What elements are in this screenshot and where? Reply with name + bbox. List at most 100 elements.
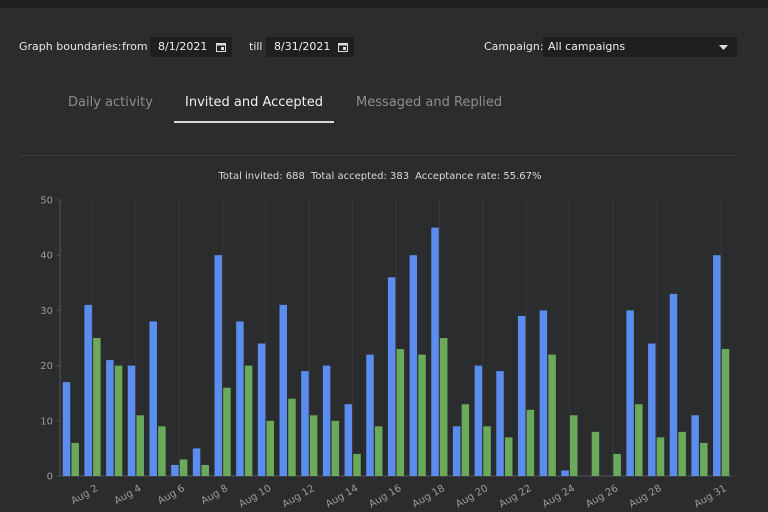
from-date: 8/1/2021 bbox=[158, 40, 208, 53]
bar bbox=[353, 453, 361, 476]
bar bbox=[366, 354, 374, 476]
bar bbox=[539, 310, 548, 476]
summary-item: Total invited: 688 bbox=[218, 171, 305, 182]
till-date-input[interactable]: 8/31/2021 bbox=[266, 37, 354, 57]
bar bbox=[483, 426, 491, 476]
campaign-value: All campaigns bbox=[548, 40, 626, 53]
bar bbox=[613, 453, 621, 476]
till-date: 8/31/2021 bbox=[274, 40, 331, 53]
bar bbox=[409, 255, 418, 476]
from-label: from bbox=[122, 40, 148, 53]
bar bbox=[461, 404, 470, 476]
bar bbox=[635, 404, 643, 476]
from-date-input[interactable]: 8/1/2021 bbox=[150, 37, 232, 57]
bar bbox=[149, 321, 157, 476]
summary-item: Total accepted: 383 bbox=[310, 171, 410, 182]
bar bbox=[648, 343, 656, 476]
bar bbox=[526, 409, 535, 476]
x-tick-label: Aug 18 bbox=[411, 483, 447, 510]
dropdown-arrow bbox=[719, 45, 728, 50]
x-tick-label: Aug 2 bbox=[69, 483, 100, 507]
bar bbox=[192, 448, 201, 476]
bar bbox=[127, 365, 136, 476]
x-tick-label: Aug 14 bbox=[324, 483, 360, 510]
x-tick-label: Aug 10 bbox=[237, 483, 273, 510]
bar bbox=[344, 404, 353, 476]
x-tick-label: Aug 31 bbox=[692, 483, 728, 510]
bar bbox=[656, 437, 665, 476]
bar bbox=[171, 464, 179, 476]
summary: Total invited: 688 Total accepted: 383 Acc… bbox=[0, 171, 760, 182]
y-tick-label: 20 bbox=[40, 361, 53, 372]
bar bbox=[136, 415, 144, 476]
bar bbox=[322, 365, 331, 476]
bar bbox=[309, 415, 318, 476]
bar bbox=[678, 431, 686, 476]
boundaries-label: Graph boundaries: bbox=[19, 40, 122, 53]
bar bbox=[561, 470, 569, 476]
tab[interactable]: Invited and Accepted bbox=[185, 95, 324, 110]
bar bbox=[223, 387, 231, 476]
x-tick-label: Aug 20 bbox=[454, 483, 490, 510]
x-tick-label: Aug 28 bbox=[627, 483, 663, 510]
bar bbox=[721, 349, 730, 476]
x-tick-label: Aug 22 bbox=[497, 483, 533, 510]
bar bbox=[452, 426, 461, 476]
bar bbox=[570, 415, 578, 476]
bar bbox=[93, 338, 101, 476]
active-tab-underline bbox=[174, 121, 335, 123]
bar bbox=[236, 321, 244, 476]
bar bbox=[244, 365, 253, 476]
till-label: till bbox=[249, 40, 263, 53]
x-tick-label: Aug 12 bbox=[281, 483, 317, 510]
bar bbox=[517, 315, 526, 476]
bar bbox=[396, 349, 405, 476]
y-tick-label: 30 bbox=[40, 306, 53, 317]
bar bbox=[548, 354, 556, 476]
y-tick-label: 40 bbox=[40, 251, 53, 262]
bar bbox=[431, 227, 439, 476]
bar bbox=[301, 371, 309, 476]
x-tick-label: Aug 26 bbox=[584, 483, 620, 510]
bar bbox=[201, 464, 210, 476]
y-tick-label: 0 bbox=[47, 472, 53, 483]
x-tick-label: Aug 8 bbox=[199, 483, 230, 507]
divider bbox=[20, 155, 736, 156]
bar bbox=[418, 354, 426, 476]
tab[interactable]: Daily activity bbox=[68, 95, 153, 110]
x-tick-label: Aug 4 bbox=[113, 483, 144, 507]
bar bbox=[279, 304, 288, 476]
bar bbox=[158, 426, 166, 476]
bar bbox=[106, 360, 114, 476]
bar bbox=[62, 382, 71, 476]
campaign-label: Campaign: bbox=[484, 40, 544, 53]
bar bbox=[114, 365, 123, 476]
x-tick-label: Aug 16 bbox=[367, 483, 403, 510]
bar bbox=[71, 442, 79, 476]
bar bbox=[496, 371, 504, 476]
bar bbox=[331, 420, 340, 476]
x-tick-label: Aug 6 bbox=[156, 483, 187, 507]
campaign-select[interactable]: All campaigns bbox=[543, 37, 737, 57]
bar bbox=[387, 277, 396, 476]
bar bbox=[214, 255, 222, 476]
y-tick-label: 50 bbox=[40, 196, 53, 207]
tab[interactable]: Messaged and Replied bbox=[356, 95, 503, 110]
x-tick-label: Aug 24 bbox=[541, 483, 577, 510]
summary-item: Acceptance rate: 55.67% bbox=[415, 171, 542, 182]
bar bbox=[266, 420, 275, 476]
bar bbox=[374, 426, 383, 476]
bar bbox=[691, 415, 699, 476]
bar bbox=[504, 437, 513, 476]
bar bbox=[84, 304, 92, 476]
bar bbox=[700, 442, 708, 476]
y-tick-label: 10 bbox=[40, 416, 53, 427]
bar bbox=[288, 398, 296, 476]
bar bbox=[179, 459, 188, 476]
bar bbox=[591, 431, 600, 476]
top-bar bbox=[0, 0, 768, 8]
calendar-icon bbox=[216, 43, 226, 52]
bar bbox=[626, 310, 634, 476]
